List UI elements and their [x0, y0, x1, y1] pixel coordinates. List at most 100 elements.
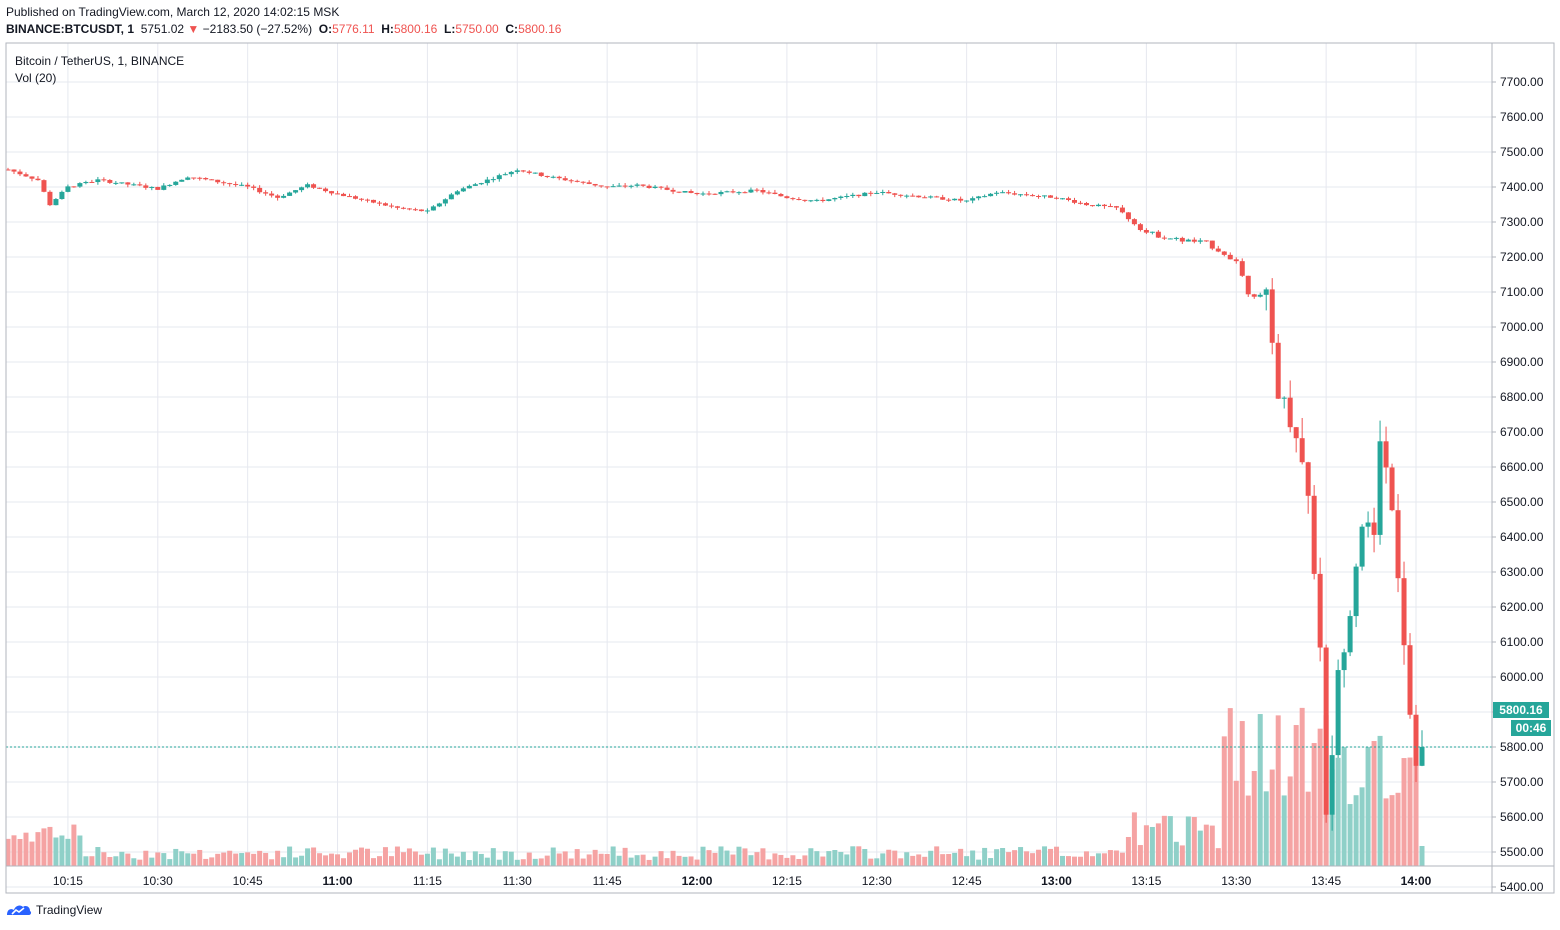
volume-bar [1383, 798, 1389, 866]
volume-bar [676, 855, 682, 866]
volume-bar [359, 847, 364, 866]
volume-bar [814, 851, 820, 866]
candle-body [700, 193, 706, 195]
candle-body [1353, 566, 1359, 617]
volume-bar [538, 858, 544, 866]
candle-body [293, 190, 299, 193]
volume-bar [754, 852, 760, 866]
chart-grid [6, 43, 1492, 888]
volume-bar [868, 858, 874, 866]
volume-bar [1101, 853, 1107, 866]
candle-body [1060, 198, 1066, 200]
candle-body [1095, 204, 1101, 207]
volume-bar [1113, 850, 1119, 866]
footer-brand-label: TradingView [36, 903, 103, 917]
volume-bar [394, 846, 400, 866]
candle-body [35, 178, 41, 181]
candle-body [1383, 441, 1389, 468]
candle-body [1257, 294, 1263, 297]
symbol-name: BINANCE:BTCUSDT, 1 [6, 22, 135, 36]
volume-bar [1012, 850, 1018, 866]
volume-bar [287, 846, 293, 866]
volume-bar [1131, 812, 1137, 866]
candle-body [65, 186, 71, 192]
volume-bar [970, 850, 976, 866]
volume-bar [1095, 853, 1101, 866]
candle-body [1323, 647, 1329, 815]
volume-bar [1143, 825, 1149, 866]
candle-body [976, 196, 982, 199]
volume-bar [586, 854, 592, 866]
candle-body [652, 186, 658, 189]
y-tick-label: 7300.00 [1500, 215, 1544, 229]
volume-bar [646, 859, 652, 866]
volume-bar [544, 855, 550, 866]
volume-bar [149, 857, 155, 866]
volume-bar [347, 852, 353, 866]
candle-body [472, 184, 478, 186]
volume-bar [281, 857, 287, 866]
footer-brand[interactable]: TradingView [6, 903, 102, 917]
candle-body [364, 199, 370, 201]
candle-body [370, 199, 376, 203]
volume-bar [772, 853, 778, 866]
volume-bar [41, 828, 47, 866]
candle-body [125, 182, 131, 185]
candle-body [137, 184, 143, 186]
candle-body [47, 191, 53, 206]
candle-body [1036, 196, 1042, 198]
candle-body [460, 188, 466, 192]
candle-body [1263, 289, 1269, 295]
volume-bar [263, 852, 269, 866]
volume-bar [1137, 845, 1143, 866]
y-tick-label: 6900.00 [1500, 355, 1544, 369]
volume-bar [472, 851, 478, 866]
y-tick-label: 5700.00 [1500, 775, 1544, 789]
candle-body [934, 196, 940, 198]
candle-body [556, 176, 562, 179]
candle-body [874, 192, 880, 194]
y-tick-label: 7200.00 [1500, 250, 1544, 264]
volume-bar [370, 858, 376, 866]
candle-body [520, 170, 526, 172]
y-tick-label: 5400.00 [1500, 880, 1544, 894]
countdown-tag-label: 00:46 [1516, 721, 1547, 735]
candle-body [347, 196, 353, 198]
volume-bar [562, 851, 568, 866]
candle-body [275, 195, 281, 198]
volume-bar [862, 848, 868, 866]
candle-body [1155, 231, 1161, 238]
x-tick-label: 11:00 [323, 874, 353, 888]
volume-bar [1215, 848, 1221, 866]
volume-bars [5, 707, 1425, 866]
volume-bar [125, 853, 131, 866]
candle-body [353, 196, 359, 199]
candle-body [1107, 206, 1113, 208]
volume-bar [760, 848, 766, 866]
candle-body [772, 192, 778, 194]
candle-body [257, 187, 263, 193]
candle-body [1066, 198, 1071, 201]
candle-body [281, 195, 287, 198]
candle-body [1335, 670, 1341, 756]
x-tick-label: 10:45 [233, 874, 263, 888]
volume-bar [958, 848, 964, 866]
candle-body [89, 181, 95, 183]
volume-bar [131, 858, 137, 866]
candle-body [149, 186, 155, 188]
y-tick-label: 5600.00 [1500, 810, 1544, 824]
volume-bar [742, 848, 748, 866]
volume-bar [580, 858, 586, 866]
candle-body [215, 179, 221, 183]
volume-bar [89, 856, 95, 866]
candle-body [730, 191, 736, 193]
volume-bar [466, 859, 472, 866]
last-price: 5751.02 [140, 22, 185, 36]
candle-body [1024, 194, 1030, 196]
candle-body [736, 192, 742, 194]
volume-bar [994, 849, 1000, 866]
volume-bar [1197, 830, 1203, 866]
volume-bar [155, 852, 161, 866]
open-value: 5776.11 [332, 22, 375, 36]
